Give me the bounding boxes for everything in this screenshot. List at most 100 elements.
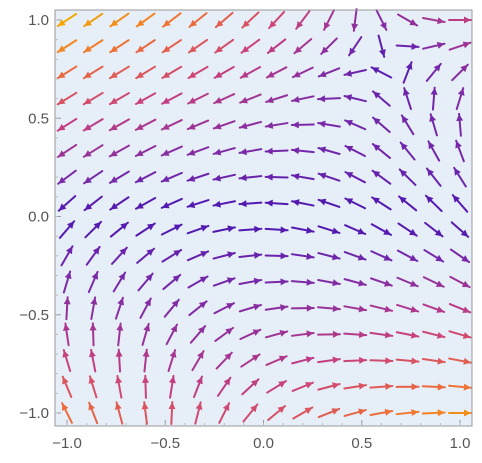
arrow-head [384, 280, 392, 287]
vector-arrow [377, 34, 386, 58]
arrow-head [464, 409, 471, 417]
arrow-head [437, 383, 445, 391]
vector-arrow [343, 305, 368, 313]
vector-arrow [84, 220, 103, 239]
vector-arrow [194, 401, 203, 425]
vector-arrow [375, 9, 388, 31]
vector-arrow [351, 8, 359, 32]
vector-arrow [399, 141, 416, 161]
vector-arrow [238, 200, 263, 208]
arrow-head [251, 354, 260, 362]
vector-arrow [421, 383, 446, 391]
vector-arrow [56, 39, 78, 54]
vector-arrow [115, 374, 123, 399]
arrow-head [463, 357, 471, 365]
arrow-head [240, 96, 248, 104]
arrow-head [318, 198, 327, 206]
arrow-head [278, 381, 286, 388]
vector-arrow [239, 328, 262, 341]
arrow-head [173, 249, 182, 257]
vector-arrow [212, 200, 236, 208]
vector-arrow [109, 65, 130, 80]
arrow-head [437, 17, 445, 25]
arrow-head [88, 402, 95, 411]
arrow-head [460, 229, 469, 237]
vector-arrow [424, 194, 443, 213]
vector-arrow [421, 357, 446, 365]
vector-arrow [108, 144, 130, 158]
vector-arrow [317, 382, 341, 391]
vector-arrow [264, 199, 289, 207]
vector-arrow [160, 145, 183, 157]
arrow-head [433, 63, 441, 72]
vector-arrow [187, 65, 209, 79]
arrow-head [116, 323, 124, 331]
arrow-head [213, 200, 221, 208]
arrow-head [162, 71, 171, 79]
vector-arrow [63, 296, 71, 321]
arrow-head [119, 247, 127, 256]
arrow-head [250, 404, 258, 413]
arrow-head [200, 251, 209, 258]
arrow-head [162, 97, 170, 104]
arrow-head [58, 203, 67, 211]
arrow-head [110, 19, 119, 27]
y-tick-label: −1.0 [19, 405, 49, 422]
arrow-head [188, 45, 197, 53]
arrow-head [109, 97, 118, 105]
arrow-head [291, 121, 299, 129]
arrow-head [189, 19, 198, 27]
arrow-head [118, 272, 126, 281]
vector-arrow [403, 87, 412, 111]
arrow-head [409, 18, 418, 26]
vector-arrow [57, 195, 77, 212]
vector-arrow [188, 300, 208, 317]
arrow-head [226, 303, 234, 310]
arrow-head [410, 306, 419, 313]
arrow-head [318, 95, 326, 103]
arrow-head [383, 254, 392, 261]
arrow-head [426, 168, 435, 177]
arrow-head [384, 408, 393, 416]
vector-arrow [267, 405, 287, 421]
arrow-head [429, 114, 437, 122]
y-tick-label: 0.5 [28, 110, 49, 127]
vector-arrow [317, 225, 341, 235]
arrow-head [89, 323, 97, 331]
vector-arrow [89, 348, 97, 373]
vector-arrow [317, 198, 341, 208]
arrow-head [196, 376, 203, 385]
arrow-head [84, 176, 92, 184]
arrow-head [345, 198, 354, 205]
arrow-head [214, 71, 223, 78]
arrow-head [372, 197, 380, 205]
arrow-head [135, 175, 144, 183]
arrow-head [117, 297, 124, 306]
vector-arrow [82, 39, 104, 54]
vector-arrow [186, 146, 210, 156]
arrow-head [292, 199, 300, 207]
vector-arrow [186, 250, 210, 262]
vector-arrow [240, 353, 261, 368]
arrow-head [110, 71, 118, 79]
vector-arrow [61, 402, 73, 424]
vector-arrow [215, 351, 233, 370]
arrow-head [239, 200, 247, 208]
vector-arrow [213, 65, 235, 79]
arrow-head [110, 202, 119, 210]
arrow-head [318, 120, 326, 128]
arrow-head [399, 169, 408, 177]
vector-arrow [61, 375, 73, 398]
vector-arrow [397, 13, 419, 27]
vector-arrow [238, 277, 263, 286]
vector-arrow [290, 252, 315, 260]
arrow-head [250, 379, 259, 387]
arrow-head [358, 279, 366, 287]
arrow-head [332, 356, 340, 364]
arrow-head [357, 253, 366, 261]
arrow-head [84, 19, 92, 27]
vector-arrow [343, 356, 368, 364]
vector-arrow [187, 275, 209, 289]
arrow-head [58, 176, 66, 184]
vector-arrow [187, 92, 209, 105]
